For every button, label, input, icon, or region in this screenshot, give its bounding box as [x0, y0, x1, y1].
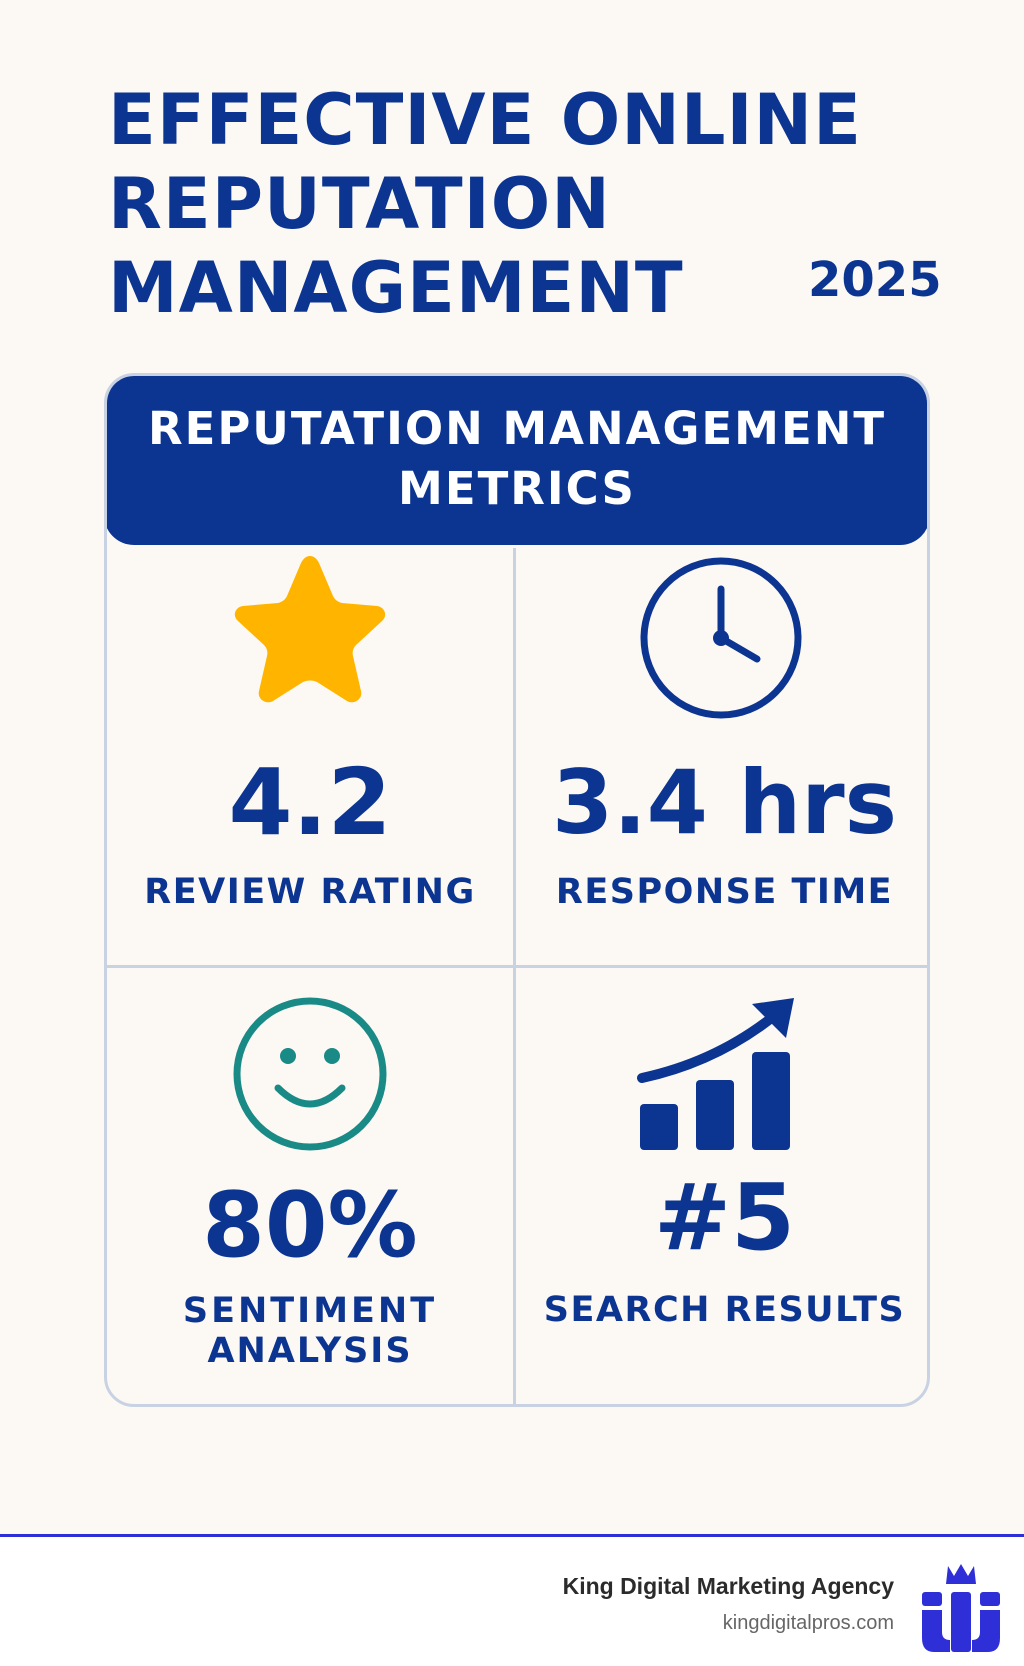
sentiment-label-line-1: SENTIMENT: [182, 1291, 438, 1331]
search-results-label: SEARCH RESULTS: [543, 1290, 906, 1330]
footer-divider: [0, 1534, 1024, 1537]
star-icon: [234, 556, 386, 703]
grid-divider-horizontal: [107, 965, 927, 968]
metrics-card: REPUTATION MANAGEMENT METRICS 4.2 REVIEW…: [104, 373, 930, 1407]
review-rating-label: REVIEW RATING: [144, 872, 476, 912]
growth-chart-icon: [637, 998, 794, 1150]
metrics-card-header: REPUTATION MANAGEMENT METRICS: [107, 376, 927, 545]
page-title: EFFECTIVE ONLINE REPUTATION MANAGEMENT: [108, 78, 868, 330]
agency-name: King Digital Marketing Agency: [562, 1573, 894, 1599]
clock-icon: [640, 557, 802, 719]
metric-response-time: 3.4 hrs RESPONSE TIME: [516, 548, 927, 965]
sentiment-value: 80%: [202, 1173, 418, 1278]
title-line-2: REPUTATION: [108, 163, 611, 245]
title-line-1: EFFECTIVE ONLINE: [108, 79, 862, 161]
search-rank-value: #5: [653, 1164, 796, 1271]
grid-divider-vertical: [513, 548, 516, 1404]
response-time-value: 3.4 hrs: [552, 751, 897, 854]
metric-sentiment-analysis: 80% SENTIMENT ANALYSIS: [107, 968, 513, 1404]
sentiment-label-line-2: ANALYSIS: [207, 1331, 413, 1371]
metric-search-results: #5 SEARCH RESULTS: [516, 968, 927, 1404]
smiley-icon: [233, 997, 387, 1151]
crown-logo-icon: [922, 1564, 1000, 1652]
footer: [0, 1537, 1024, 1666]
review-rating-value: 4.2: [228, 749, 392, 856]
metrics-title-line-2: METRICS: [398, 462, 636, 515]
year-label: 2025: [808, 252, 942, 308]
title-line-3: MANAGEMENT: [108, 247, 684, 329]
response-time-label: RESPONSE TIME: [555, 872, 894, 912]
agency-url: kingdigitalpros.com: [722, 1612, 894, 1634]
metric-review-rating: 4.2 REVIEW RATING: [107, 548, 513, 965]
metrics-title-line-1: REPUTATION MANAGEMENT: [147, 402, 887, 455]
